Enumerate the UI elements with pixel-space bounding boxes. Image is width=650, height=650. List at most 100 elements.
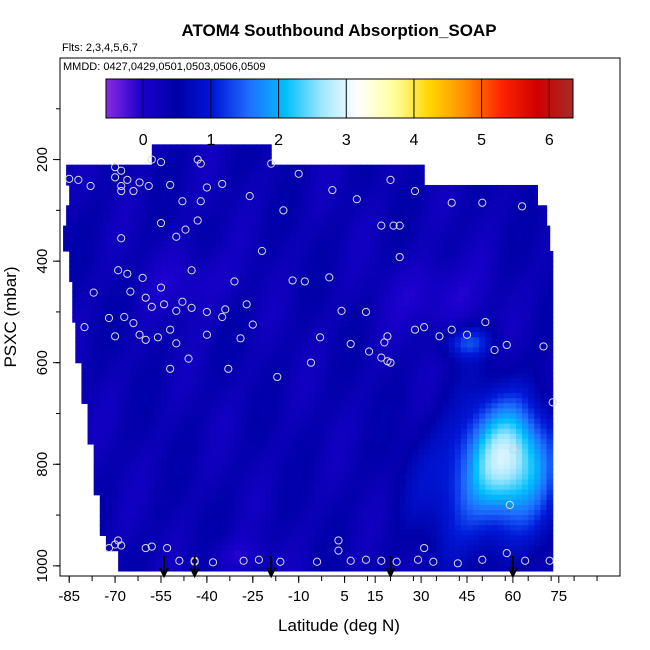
heatmap-cell xyxy=(63,235,70,242)
heatmap-cell xyxy=(399,388,407,394)
heatmap-cell xyxy=(430,190,437,196)
heatmap-cell xyxy=(470,205,477,211)
heatmap-cell xyxy=(289,403,297,410)
heatmap-cell xyxy=(280,301,288,308)
heatmap-cell xyxy=(164,159,171,166)
heatmap-cell xyxy=(179,276,187,283)
heatmap-cell xyxy=(460,398,468,404)
heatmap-cell xyxy=(393,367,401,374)
heatmap-cell xyxy=(509,245,517,252)
heatmap-cell xyxy=(326,464,333,470)
heatmap-cell xyxy=(411,388,419,394)
heatmap-cell xyxy=(362,322,370,328)
heatmap-cell xyxy=(451,205,459,211)
heatmap-cell xyxy=(494,291,502,298)
heatmap-cell xyxy=(142,372,150,379)
heatmap-cell xyxy=(99,184,107,191)
heatmap-cell xyxy=(231,306,239,313)
heatmap-cell xyxy=(463,210,471,217)
heatmap-cell xyxy=(246,256,254,262)
heatmap-cell xyxy=(142,225,150,232)
heatmap-cell xyxy=(90,179,98,186)
heatmap-cell xyxy=(341,205,349,211)
heatmap-cell xyxy=(72,286,79,293)
heatmap-cell xyxy=(479,398,486,404)
heatmap-cell xyxy=(546,393,554,399)
heatmap-cell xyxy=(307,245,315,252)
heatmap-cell xyxy=(108,205,116,211)
heatmap-cell xyxy=(320,464,327,470)
heatmap-cell xyxy=(491,342,499,349)
heatmap-cell xyxy=(246,393,254,399)
heatmap-cell xyxy=(457,301,465,308)
heatmap-cell xyxy=(154,484,162,491)
heatmap-cell xyxy=(157,317,165,323)
heatmap-cell xyxy=(231,210,239,217)
heatmap-cell xyxy=(99,347,107,354)
heatmap-cell xyxy=(320,322,327,328)
heatmap-cell xyxy=(503,449,511,455)
heatmap-cell xyxy=(491,235,499,242)
heatmap-cell xyxy=(90,317,98,323)
heatmap-cell xyxy=(93,428,101,435)
heatmap-cell xyxy=(84,220,92,227)
heatmap-cell xyxy=(506,205,514,211)
heatmap-cell xyxy=(240,449,248,455)
heatmap-cell xyxy=(470,311,477,318)
heatmap-cell xyxy=(118,235,125,242)
heatmap-cell xyxy=(237,301,245,308)
heatmap-cell xyxy=(93,256,101,262)
heatmap-cell xyxy=(231,286,239,293)
heatmap-cell xyxy=(522,474,529,481)
heatmap-cell xyxy=(252,459,260,465)
heatmap-cell xyxy=(246,459,254,465)
heatmap-cell xyxy=(451,296,459,303)
heatmap-cell xyxy=(497,195,505,201)
heatmap-cell xyxy=(503,352,511,359)
heatmap-cell xyxy=(320,388,327,394)
heatmap-cell xyxy=(209,418,217,425)
heatmap-cell xyxy=(216,200,223,206)
heatmap-cell xyxy=(160,413,168,420)
heatmap-cell xyxy=(136,423,144,430)
heatmap-cell xyxy=(350,428,358,435)
heatmap-cell xyxy=(225,301,232,308)
heatmap-cell xyxy=(240,459,248,465)
heatmap-cell xyxy=(387,250,395,257)
heatmap-cell xyxy=(436,256,444,262)
heatmap-cell xyxy=(206,281,214,288)
heatmap-cell xyxy=(277,433,284,440)
heatmap-cell xyxy=(130,372,138,379)
heatmap-cell xyxy=(194,296,202,303)
heatmap-cell xyxy=(167,225,174,232)
heatmap-cell xyxy=(512,306,520,313)
heatmap-cell xyxy=(387,372,395,379)
heatmap-cell xyxy=(350,459,358,465)
heatmap-cell xyxy=(252,362,260,369)
heatmap-cell xyxy=(344,393,352,399)
heatmap-cell xyxy=(500,317,508,323)
heatmap-cell xyxy=(310,301,318,308)
heatmap-cell xyxy=(173,200,180,206)
heatmap-cell xyxy=(436,367,444,374)
heatmap-cell xyxy=(286,205,294,211)
heatmap-cell xyxy=(497,454,505,460)
heatmap-cell xyxy=(209,383,217,389)
heatmap-cell xyxy=(246,352,254,359)
heatmap-cell xyxy=(154,438,162,445)
heatmap-cell xyxy=(497,484,505,491)
heatmap-cell xyxy=(157,306,165,313)
heatmap-cell xyxy=(307,200,315,206)
heatmap-cell xyxy=(240,271,248,277)
heatmap-cell xyxy=(515,398,523,404)
heatmap-cell xyxy=(515,240,523,247)
heatmap-cell xyxy=(133,179,141,186)
heatmap-cell xyxy=(160,190,168,196)
heatmap-cell xyxy=(540,377,548,384)
heatmap-cell xyxy=(271,383,278,389)
heatmap-cell xyxy=(105,443,113,450)
heatmap-cell xyxy=(295,266,303,272)
heatmap-cell xyxy=(280,205,288,211)
heatmap-cell xyxy=(320,190,327,196)
heatmap-cell xyxy=(418,184,425,191)
